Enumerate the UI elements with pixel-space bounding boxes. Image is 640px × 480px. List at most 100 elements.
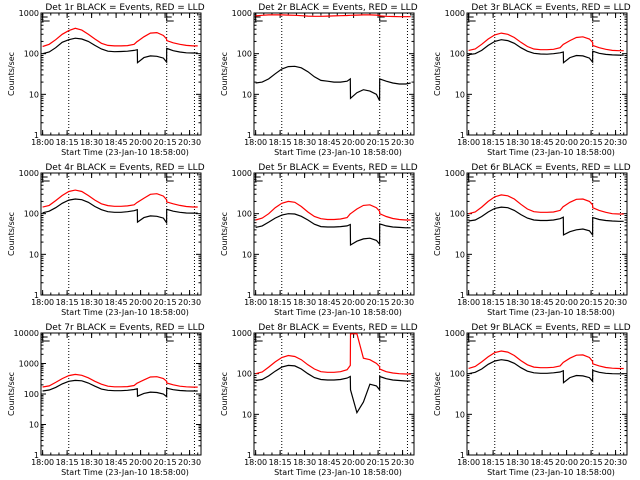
panel-2: Det 2r BLACK = Events, RED = LLD 1 10 100 10… bbox=[220, 3, 418, 157]
e-marker bbox=[42, 332, 50, 342]
series-line-lld bbox=[255, 333, 411, 375]
x-tick-label: 20:00 bbox=[342, 458, 365, 467]
series-line-lld bbox=[255, 14, 411, 18]
x-tick-label: 18:15 bbox=[56, 298, 79, 307]
panel-6: Det 6r BLACK = Events, RED = LLD 1 10 100 10… bbox=[433, 163, 631, 317]
y-tick-label: 1000 bbox=[232, 329, 252, 338]
series-line-events bbox=[42, 198, 198, 225]
series-line-events bbox=[42, 379, 198, 398]
y-tick-label: 10 bbox=[455, 410, 465, 419]
x-tick-label: 20:30 bbox=[391, 138, 414, 147]
y-tick-label: 100 bbox=[450, 50, 465, 59]
x-tick-label: 18:15 bbox=[56, 458, 79, 467]
x-tick-label: 18:00 bbox=[31, 138, 54, 147]
plot-frame bbox=[253, 12, 415, 136]
x-tick-label: 18:00 bbox=[244, 298, 267, 307]
x-tick-label: 18:30 bbox=[80, 298, 103, 307]
series-line-lld bbox=[255, 200, 411, 221]
series-line-events bbox=[255, 65, 411, 101]
y-tick-label: 1000 bbox=[19, 9, 39, 18]
x-tick-label: 20:00 bbox=[129, 138, 152, 147]
series-line-events bbox=[255, 364, 411, 415]
x-tick-label: 20:15 bbox=[154, 458, 177, 467]
e-marker bbox=[255, 12, 263, 22]
x-tick-label: 20:00 bbox=[342, 298, 365, 307]
x-axis-label: Start Time (23-Jan-10 18:58:00) bbox=[487, 468, 615, 477]
x-tick-label: 18:15 bbox=[269, 298, 292, 307]
y-tick-label: 100 bbox=[237, 370, 252, 379]
x-axis-label: Start Time (23-Jan-10 18:58:00) bbox=[487, 308, 615, 317]
panel-5: Det 5r BLACK = Events, RED = LLD 1 10 100 10… bbox=[220, 163, 418, 317]
series-line-events bbox=[468, 39, 624, 64]
panel-9: Det 9r BLACK = Events, RED = LLD 1 10 100 10… bbox=[433, 323, 631, 477]
y-axis-label: Counts/sec bbox=[220, 52, 229, 96]
y-tick-label: 1 bbox=[247, 131, 252, 140]
x-tick-label: 18:30 bbox=[293, 298, 316, 307]
plot-frame bbox=[40, 332, 202, 456]
x-tick-label: 20:00 bbox=[129, 298, 152, 307]
e-marker bbox=[255, 332, 263, 342]
y-tick-label: 10 bbox=[242, 410, 252, 419]
x-tick-label: 18:00 bbox=[244, 458, 267, 467]
x-tick-label: 18:45 bbox=[318, 138, 341, 147]
x-tick-label: 18:30 bbox=[80, 138, 103, 147]
y-axis-label: Counts/sec bbox=[433, 372, 442, 416]
panel-3: Det 3r BLACK = Events, RED = LLD 1 10 100 10… bbox=[433, 3, 631, 157]
x-tick-label: 18:45 bbox=[531, 458, 554, 467]
plot-frame bbox=[253, 172, 415, 296]
x-tick-label: 20:30 bbox=[178, 458, 201, 467]
panel-title: Det 5r BLACK = Events, RED = LLD bbox=[258, 163, 417, 173]
e-marker bbox=[379, 172, 387, 182]
x-tick-label: 20:15 bbox=[367, 298, 390, 307]
y-tick-label: 10000 bbox=[14, 329, 39, 338]
series-line-events bbox=[255, 213, 411, 247]
e-marker bbox=[166, 332, 174, 342]
x-tick-label: 20:30 bbox=[178, 138, 201, 147]
y-tick-label: 100 bbox=[450, 210, 465, 219]
y-axis-label: Counts/sec bbox=[433, 212, 442, 256]
series-line-lld bbox=[42, 27, 198, 48]
x-tick-label: 20:00 bbox=[129, 458, 152, 467]
x-tick-label: 18:15 bbox=[269, 138, 292, 147]
series-line-events bbox=[42, 37, 198, 64]
panel-title: Det 6r BLACK = Events, RED = LLD bbox=[471, 163, 630, 173]
e-marker bbox=[166, 172, 174, 182]
e-marker bbox=[592, 172, 600, 182]
x-tick-label: 20:30 bbox=[391, 458, 414, 467]
x-tick-label: 20:30 bbox=[391, 298, 414, 307]
x-tick-label: 18:00 bbox=[457, 298, 480, 307]
y-tick-label: 1 bbox=[460, 451, 465, 460]
panel-title: Det 9r BLACK = Events, RED = LLD bbox=[471, 323, 630, 333]
plot-frame bbox=[40, 12, 202, 136]
x-tick-label: 20:30 bbox=[178, 298, 201, 307]
series-line-lld bbox=[42, 189, 198, 208]
plot-frame bbox=[466, 172, 628, 296]
x-axis-label: Start Time (23-Jan-10 18:58:00) bbox=[61, 308, 189, 317]
x-axis-label: Start Time (23-Jan-10 18:58:00) bbox=[274, 308, 402, 317]
e-marker bbox=[255, 172, 263, 182]
e-marker bbox=[42, 12, 50, 22]
y-axis-label: Counts/sec bbox=[7, 372, 16, 416]
x-tick-label: 18:30 bbox=[506, 298, 529, 307]
e-marker bbox=[42, 172, 50, 182]
y-tick-label: 1 bbox=[247, 291, 252, 300]
x-tick-label: 20:30 bbox=[604, 298, 627, 307]
series-line-events bbox=[468, 206, 624, 237]
x-tick-label: 20:00 bbox=[555, 458, 578, 467]
x-tick-label: 18:00 bbox=[457, 138, 480, 147]
y-tick-label: 1 bbox=[247, 451, 252, 460]
x-axis-label: Start Time (23-Jan-10 18:58:00) bbox=[487, 148, 615, 157]
x-tick-label: 18:45 bbox=[531, 298, 554, 307]
y-tick-label: 10 bbox=[29, 421, 39, 430]
x-tick-label: 20:15 bbox=[580, 138, 603, 147]
series-line-events bbox=[468, 359, 624, 384]
e-marker bbox=[468, 12, 476, 22]
series-line-lld bbox=[42, 373, 198, 388]
y-tick-label: 10 bbox=[29, 90, 39, 99]
panel-title: Det 7r BLACK = Events, RED = LLD bbox=[45, 323, 204, 333]
series-line-lld bbox=[468, 194, 624, 215]
y-tick-label: 10 bbox=[455, 90, 465, 99]
y-tick-label: 10 bbox=[29, 250, 39, 259]
y-tick-label: 100 bbox=[24, 50, 39, 59]
x-tick-label: 18:00 bbox=[457, 458, 480, 467]
